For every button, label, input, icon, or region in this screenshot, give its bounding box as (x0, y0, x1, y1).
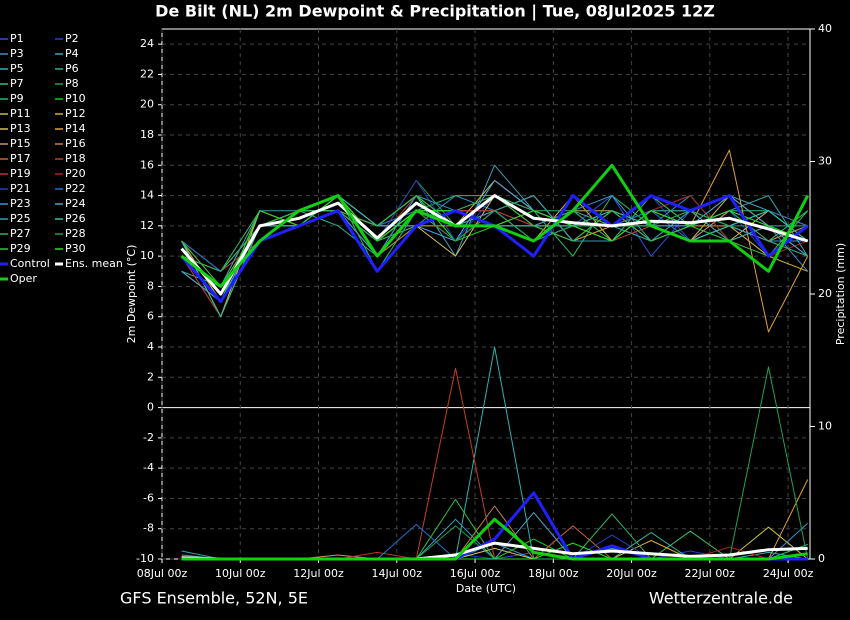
y-axis-label: 2m Dewpoint (°C) (125, 245, 138, 344)
legend-label: P14 (65, 122, 86, 135)
legend-label: P2 (65, 32, 79, 45)
precipitation-line (181, 491, 808, 561)
precipitation-line (181, 505, 808, 560)
dewpoint-line (180, 163, 810, 288)
y-tick-label: 18 (140, 128, 154, 141)
precipitation-line (181, 367, 808, 560)
dewpoint-line (180, 194, 809, 304)
y-tick-label: 24 (140, 37, 154, 50)
x-tick-label: 18Jul 00z (528, 567, 579, 580)
chart-title: De Bilt (NL) 2m Dewpoint & Precipitation… (155, 2, 715, 22)
legend-label: P29 (10, 242, 31, 255)
y-tick-label: 4 (147, 340, 154, 353)
y2-axis-label: Precipitation (mm) (834, 243, 847, 345)
legend-label: Ens. mean (65, 257, 123, 270)
y2-tick-label: 0 (818, 552, 825, 565)
footer-source: GFS Ensemble, 52N, 5E (120, 589, 308, 608)
dewpoint-line (181, 195, 808, 303)
legend-label: P30 (65, 242, 86, 255)
legend-label: Control (10, 257, 50, 270)
y-tick-label: 6 (147, 310, 154, 323)
legend-label: P27 (10, 227, 31, 240)
x-tick-label: 22Jul 00z (685, 567, 736, 580)
legend-label: P4 (65, 47, 79, 60)
dewpoint-line (181, 195, 808, 303)
legend-label: P5 (10, 62, 24, 75)
y-tick-label: 16 (140, 158, 154, 171)
legend-label: P16 (65, 137, 86, 150)
dewpoint-line (181, 195, 808, 303)
legend-label: P19 (10, 167, 31, 180)
y-tick-label: -6 (143, 491, 154, 504)
legend-label: P15 (10, 137, 31, 150)
y-tick-label: 10 (140, 249, 154, 262)
legend-label: P9 (10, 92, 24, 105)
legend-label: P13 (10, 122, 31, 135)
y2-tick-label: 20 (818, 287, 832, 300)
y-tick-label: 22 (140, 67, 154, 80)
y2-tick-label: 10 (818, 420, 832, 433)
legend-label: P1 (10, 32, 24, 45)
precipitation-line (181, 517, 808, 561)
dewpoint-line (181, 195, 809, 303)
legend-label: Oper (10, 272, 37, 285)
y-tick-label: 14 (140, 189, 154, 202)
y-tick-label: 2 (147, 370, 154, 383)
precipitation-line (181, 346, 808, 560)
y-tick-label: 0 (147, 401, 154, 414)
y-tick-label: -2 (143, 431, 154, 444)
y-tick-label: 8 (147, 279, 154, 292)
y-tick-label: 12 (140, 219, 154, 232)
x-tick-label: 20Jul 00z (606, 567, 657, 580)
legend-label: P28 (65, 227, 86, 240)
x-tick-label: 10Jul 00z (215, 567, 266, 580)
precipitation-line (181, 366, 809, 560)
dewpoint-line (181, 195, 809, 303)
legend-label: P7 (10, 77, 24, 90)
legend-label: P18 (65, 152, 86, 165)
legend-label: P24 (65, 197, 86, 210)
plot-frame (161, 28, 811, 560)
y-tick-label: 20 (140, 98, 154, 111)
legend-label: P12 (65, 107, 86, 120)
y2-tick-label: 40 (818, 22, 832, 35)
legend-label: P10 (65, 92, 86, 105)
legend-label: P17 (10, 152, 31, 165)
legend-label: P26 (65, 212, 86, 225)
legend-label: P25 (10, 212, 31, 225)
x-tick-label: 14Jul 00z (372, 567, 423, 580)
legend-label: P8 (65, 77, 79, 90)
x-axis-label: Date (UTC) (456, 582, 516, 595)
x-tick-label: 16Jul 00z (450, 567, 501, 580)
footer-site: Wetterzentrale.de (649, 589, 793, 608)
legend-label: P21 (10, 182, 31, 195)
y-tick-label: -8 (143, 522, 154, 535)
legend-label: P22 (65, 182, 86, 195)
legend-label: P3 (10, 47, 24, 60)
legend-label: P11 (10, 107, 31, 120)
legend-label: P20 (65, 167, 86, 180)
precipitation-line (181, 541, 808, 561)
x-tick-label: 12Jul 00z (293, 567, 344, 580)
dewpoint-line (181, 195, 808, 303)
y-tick-label: -10 (136, 552, 154, 565)
x-tick-label: 24Jul 00z (763, 567, 814, 580)
legend-label: P23 (10, 197, 31, 210)
y2-tick-label: 30 (818, 155, 832, 168)
y-tick-label: -4 (143, 461, 154, 474)
x-tick-label: 08Jul 00z (137, 567, 188, 580)
legend-label: P6 (65, 62, 79, 75)
